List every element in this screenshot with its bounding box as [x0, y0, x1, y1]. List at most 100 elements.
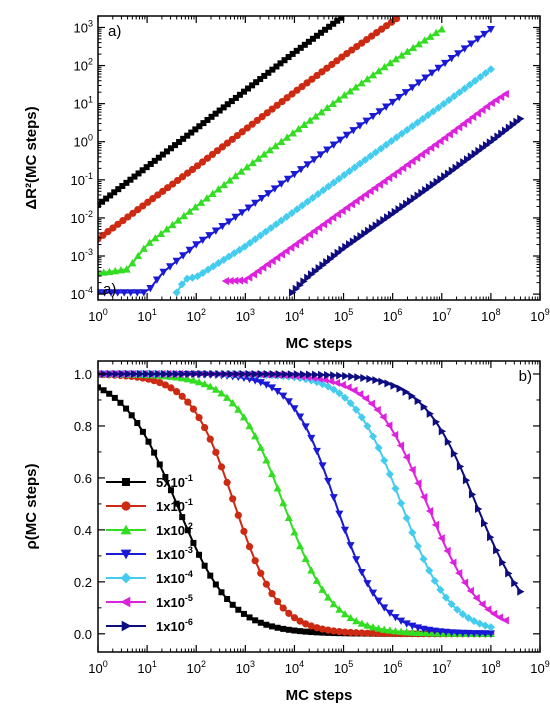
data-point [178, 173, 187, 181]
data-point [167, 145, 174, 152]
data-point [410, 194, 418, 203]
data-point [256, 443, 265, 451]
data-point [240, 242, 249, 251]
y-tick-label: 0.8 [74, 419, 92, 434]
data-point [196, 123, 203, 130]
data-point [179, 211, 188, 220]
data-point [402, 620, 411, 628]
data-point [281, 370, 290, 379]
data-point [480, 30, 489, 39]
data-point [412, 153, 421, 163]
data-point [315, 223, 323, 232]
data-point [296, 166, 306, 174]
plot-frame [97, 360, 541, 653]
data-point [302, 620, 310, 628]
data-point [279, 392, 288, 400]
data-point [151, 449, 158, 456]
x-tick-label: 109 [530, 307, 549, 324]
data-point [293, 205, 302, 214]
data-point [197, 369, 205, 379]
data-point [347, 200, 355, 209]
data-point [273, 63, 280, 70]
data-point [206, 435, 214, 443]
data-point [134, 206, 142, 214]
data-point [303, 79, 311, 87]
data-point [397, 51, 406, 59]
data-point [248, 120, 256, 128]
data-point [179, 369, 187, 379]
data-point [354, 373, 362, 382]
data-point [209, 369, 217, 379]
data-point [323, 64, 331, 72]
data-point [287, 370, 296, 379]
data-point [297, 44, 304, 51]
legend-label: 1x10-4 [156, 569, 193, 586]
data-point [341, 628, 349, 636]
data-point [501, 89, 509, 98]
data-point [267, 469, 277, 478]
legend-label: 5x10-1 [156, 473, 193, 490]
data-point [368, 623, 378, 631]
y-tick-label: 0.0 [74, 627, 92, 642]
data-point [161, 369, 169, 379]
data-point [403, 125, 412, 134]
y-tick-label: 10-1 [71, 171, 93, 188]
data-point [420, 36, 429, 44]
data-point [165, 263, 175, 271]
data-point [298, 201, 307, 210]
data-point [279, 498, 288, 507]
data-point [422, 147, 430, 156]
data-point [403, 199, 411, 208]
y-tick-label: 10-2 [71, 209, 93, 226]
data-point [265, 146, 274, 154]
data-point [513, 117, 521, 126]
data-point [318, 585, 327, 593]
data-point [305, 38, 312, 45]
data-point [330, 251, 339, 260]
data-point [274, 597, 282, 606]
panel-b: 100 101 102 103 104 105 106 107 108 109 0.0 0.2 0.4 0… [23, 360, 550, 704]
data-point [394, 167, 402, 176]
data-point [249, 270, 258, 279]
data-point [212, 448, 220, 456]
data-point [237, 167, 246, 175]
data-point [425, 626, 434, 635]
data-point [494, 132, 502, 141]
data-point [409, 43, 418, 52]
data-point [263, 621, 270, 628]
data-point [498, 129, 506, 138]
data-point [177, 280, 186, 289]
data-point [420, 492, 428, 502]
data-point [193, 162, 202, 170]
data-point [173, 369, 181, 379]
data-point [342, 131, 351, 140]
data-point [180, 135, 187, 142]
data-point [277, 216, 286, 225]
data-point [205, 232, 214, 240]
data-point [111, 266, 120, 275]
data-point [261, 72, 268, 79]
data-point [313, 32, 320, 39]
data-point [406, 196, 415, 206]
data-point [398, 163, 407, 173]
data-point [430, 627, 439, 635]
data-point [262, 580, 270, 588]
data-point [479, 143, 487, 153]
data-point [433, 177, 441, 186]
data-point [329, 141, 338, 149]
data-point [340, 610, 350, 618]
data-point [196, 551, 203, 558]
data-point [251, 235, 260, 244]
x-tick-label: 106 [383, 659, 402, 676]
data-point [288, 288, 297, 297]
data-point [334, 248, 342, 257]
data-point [159, 151, 166, 158]
data-point [124, 369, 133, 379]
data-point [252, 617, 259, 624]
data-point [116, 266, 125, 274]
data-point [268, 590, 276, 598]
data-point [183, 169, 192, 177]
data-point [228, 98, 235, 105]
data-point [208, 150, 217, 159]
data-point [152, 276, 161, 284]
